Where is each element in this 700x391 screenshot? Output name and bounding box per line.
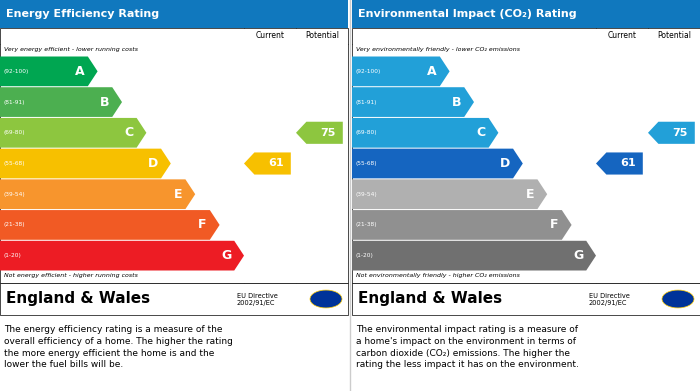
Text: (55-68): (55-68) [4, 161, 26, 166]
Text: G: G [573, 249, 583, 262]
Text: (21-38): (21-38) [356, 222, 377, 228]
Text: Environmental Impact (CO₂) Rating: Environmental Impact (CO₂) Rating [358, 9, 577, 19]
Text: Not environmentally friendly - higher CO₂ emissions: Not environmentally friendly - higher CO… [356, 273, 520, 278]
Text: Very environmentally friendly - lower CO₂ emissions: Very environmentally friendly - lower CO… [356, 47, 520, 52]
Text: Not energy efficient - higher running costs: Not energy efficient - higher running co… [4, 273, 138, 278]
Text: (81-91): (81-91) [356, 100, 377, 104]
Text: England & Wales: England & Wales [6, 292, 150, 307]
Text: G: G [221, 249, 231, 262]
Text: (21-38): (21-38) [4, 222, 26, 228]
Text: (69-80): (69-80) [356, 130, 377, 135]
Text: (1-20): (1-20) [356, 253, 374, 258]
Text: EU Directive
2002/91/EC: EU Directive 2002/91/EC [589, 292, 629, 305]
Text: (39-54): (39-54) [356, 192, 378, 197]
Text: A: A [427, 65, 437, 78]
Text: F: F [198, 219, 206, 231]
Text: B: B [452, 95, 461, 109]
Text: The environmental impact rating is a measure of
a home's impact on the environme: The environmental impact rating is a mea… [356, 325, 579, 369]
Text: (55-68): (55-68) [356, 161, 377, 166]
Text: (92-100): (92-100) [356, 69, 382, 74]
Text: D: D [500, 157, 510, 170]
Text: Potential: Potential [305, 32, 339, 41]
Text: 61: 61 [268, 158, 284, 169]
Text: (92-100): (92-100) [4, 69, 29, 74]
Text: EU Directive
2002/91/EC: EU Directive 2002/91/EC [237, 292, 277, 305]
Text: Current: Current [256, 32, 284, 41]
Text: Potential: Potential [657, 32, 691, 41]
Text: C: C [477, 126, 486, 139]
Text: B: B [99, 95, 109, 109]
Text: E: E [174, 188, 183, 201]
Text: 75: 75 [673, 128, 688, 138]
Text: (39-54): (39-54) [4, 192, 26, 197]
Text: D: D [148, 157, 158, 170]
Text: F: F [550, 219, 559, 231]
Text: Energy Efficiency Rating: Energy Efficiency Rating [6, 9, 159, 19]
Text: England & Wales: England & Wales [358, 292, 502, 307]
Text: (81-91): (81-91) [4, 100, 25, 104]
Text: E: E [526, 188, 534, 201]
Text: Very energy efficient - lower running costs: Very energy efficient - lower running co… [4, 47, 138, 52]
Text: C: C [125, 126, 134, 139]
Text: 75: 75 [321, 128, 336, 138]
Text: (69-80): (69-80) [4, 130, 26, 135]
Text: The energy efficiency rating is a measure of the
overall efficiency of a home. T: The energy efficiency rating is a measur… [4, 325, 233, 369]
Text: Current: Current [608, 32, 636, 41]
Text: A: A [75, 65, 85, 78]
Text: (1-20): (1-20) [4, 253, 22, 258]
Text: 61: 61 [620, 158, 636, 169]
